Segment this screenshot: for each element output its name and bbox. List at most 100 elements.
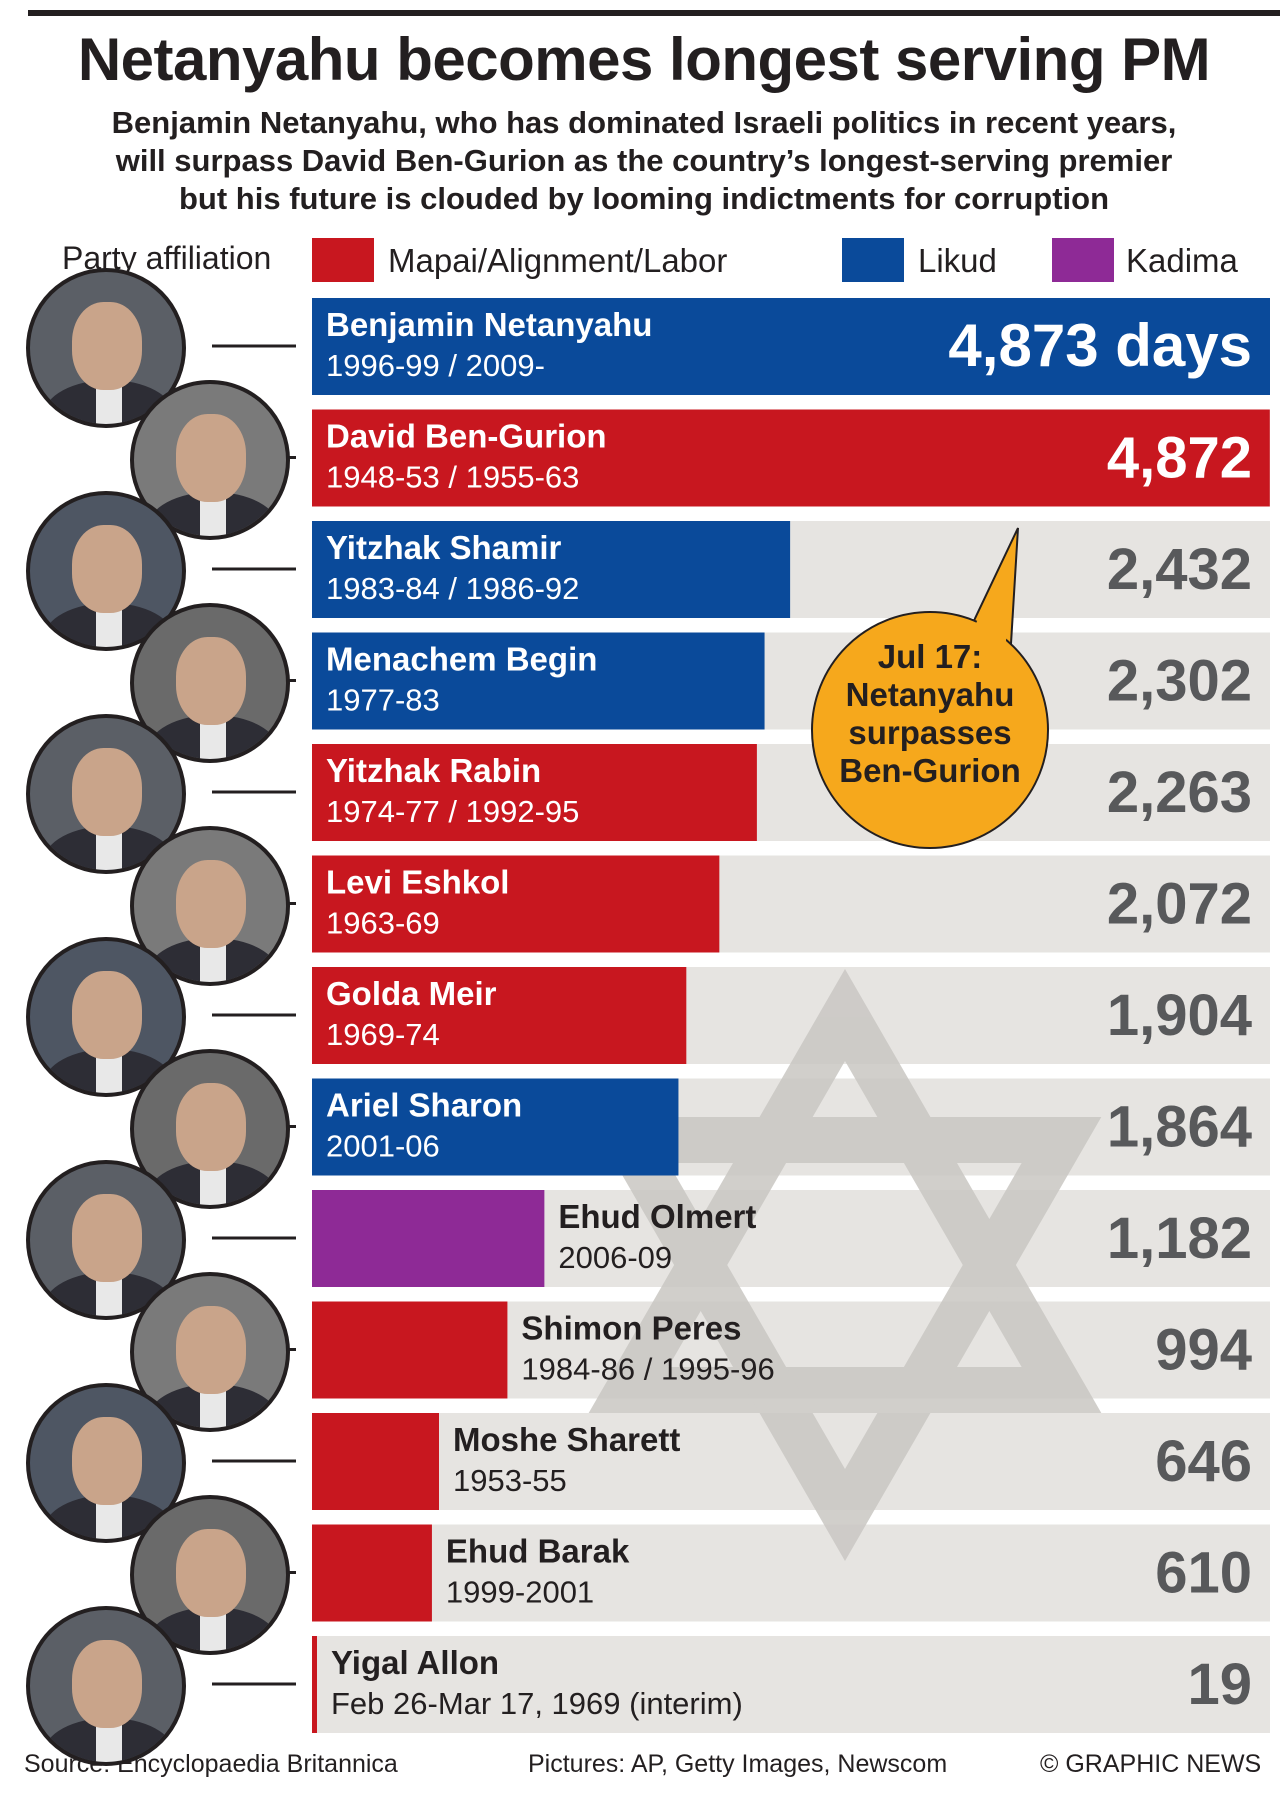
bar-value-label: 2,072	[1107, 872, 1252, 937]
bar-years-label: 1999-2001	[446, 1575, 594, 1610]
bar-track	[312, 1524, 1270, 1622]
bar	[312, 409, 1270, 507]
portrait-shirt	[200, 718, 226, 759]
bar-value-label: 4,873 days	[948, 312, 1252, 379]
bar-value-label: 610	[1155, 1541, 1252, 1606]
portrait-face	[72, 302, 142, 390]
portrait-face	[72, 1194, 142, 1282]
portrait-face	[176, 636, 246, 725]
bar-years-label: 1948-53 / 1955-63	[326, 460, 579, 495]
portrait-shirt	[96, 1722, 122, 1762]
portrait-shirt	[200, 941, 226, 982]
bar-value-label: 2,432	[1107, 537, 1252, 602]
legend-label-labor: Mapai/Alignment/Labor	[388, 242, 728, 279]
bar	[312, 521, 791, 618]
bar-value-label: 2,263	[1107, 760, 1252, 825]
bar	[312, 1301, 508, 1399]
portrait-photo	[26, 1383, 186, 1543]
portrait-photo	[130, 1494, 290, 1655]
bar-name-label: Yitzhak Shamir	[326, 529, 562, 566]
callout-line: Jul 17:	[878, 638, 983, 675]
portrait-shirt	[96, 1499, 122, 1539]
bar-name-label: Levi Eshkol	[326, 864, 509, 901]
bar-value-label: 1,904	[1107, 983, 1252, 1048]
portrait-face	[72, 1417, 142, 1505]
bar-years-label: 1953-55	[453, 1463, 567, 1498]
bar	[312, 632, 765, 730]
callout-line: surpasses	[848, 714, 1011, 751]
bar-name-label: Moshe Sharett	[453, 1421, 680, 1458]
portrait-photo	[130, 1271, 290, 1432]
pictures-credit: Pictures: AP, Getty Images, Newscom	[528, 1750, 948, 1778]
portrait-photo	[26, 937, 186, 1097]
top-rule	[28, 10, 1280, 16]
bar-years-label: 1996-99 / 2009-	[326, 348, 545, 383]
portrait-shirt	[96, 607, 122, 647]
copyright: © GRAPHIC NEWS	[1040, 1750, 1262, 1778]
portrait-face	[176, 413, 246, 502]
bar-years-label: 1983-84 / 1986-92	[326, 571, 579, 606]
bar-track	[312, 1636, 1270, 1733]
legend-label-likud: Likud	[918, 242, 997, 279]
bar-value-label: 2,302	[1107, 649, 1252, 714]
bar-years-label: 2001-06	[326, 1129, 440, 1164]
bar-value-label: 646	[1155, 1429, 1252, 1494]
bar-name-label: Yigal Allon	[331, 1644, 499, 1681]
portrait-shirt	[96, 1053, 122, 1093]
portrait-face	[176, 1305, 246, 1394]
bar	[312, 298, 1270, 395]
portrait-face	[176, 859, 246, 948]
subtitle-line: Benjamin Netanyahu, who has dominated Is…	[111, 105, 1177, 140]
bar-name-label: Golda Meir	[326, 975, 497, 1012]
bar	[312, 1190, 545, 1287]
subtitle-line: but his future is clouded by looming ind…	[179, 181, 1109, 216]
bar-years-label: Feb 26-Mar 17, 1969 (interim)	[331, 1686, 743, 1721]
portrait-shirt	[200, 495, 226, 536]
bar-name-label: Yitzhak Rabin	[326, 752, 541, 789]
portrait-shirt	[200, 1610, 226, 1651]
portrait-shirt	[96, 830, 122, 870]
bar-name-label: Benjamin Netanyahu	[326, 306, 652, 343]
page-title: Netanyahu becomes longest serving PM	[77, 26, 1211, 93]
callout-line: Ben-Gurion	[839, 752, 1020, 789]
bar-value-label: 994	[1155, 1318, 1252, 1383]
portrait-face	[72, 748, 142, 836]
callout-pointer-fill	[964, 535, 1016, 662]
bar	[312, 1078, 679, 1176]
star-of-david-watermark	[588, 968, 1102, 1562]
bar-name-label: David Ben-Gurion	[326, 418, 607, 455]
bar-years-label: 1974-77 / 1992-95	[326, 794, 579, 829]
portrait-face	[72, 525, 142, 613]
bar	[312, 1636, 317, 1733]
bar-name-label: Ariel Sharon	[326, 1087, 522, 1124]
portrait-photo	[26, 1606, 186, 1766]
bar-value-label: 19	[1187, 1652, 1252, 1717]
legend-label-kadima: Kadima	[1126, 242, 1238, 279]
bar	[312, 1524, 432, 1622]
portrait-shirt	[96, 1276, 122, 1316]
bar-years-label: 1969-74	[326, 1017, 440, 1052]
star-triangle-down	[588, 1117, 1102, 1562]
bar-name-label: Menachem Begin	[326, 641, 597, 678]
bar	[312, 967, 687, 1064]
bar	[312, 1413, 439, 1510]
bar-value-label: 1,182	[1107, 1206, 1252, 1271]
bar	[312, 744, 757, 841]
subtitle: Benjamin Netanyahu, who has dominated Is…	[30, 104, 1258, 218]
star-triangle-up	[588, 968, 1102, 1413]
bar-value-label: 4,872	[1107, 426, 1252, 491]
portrait-face	[72, 971, 142, 1059]
portrait-shirt	[200, 1164, 226, 1205]
bar	[312, 855, 720, 953]
bar-years-label: 2006-09	[558, 1240, 672, 1275]
bar-name-label: Ehud Olmert	[558, 1198, 756, 1235]
portrait-face	[72, 1640, 142, 1728]
portrait-shirt	[200, 1387, 226, 1428]
callout-line: Netanyahu	[846, 676, 1015, 713]
bar-name-label: Ehud Barak	[446, 1533, 630, 1570]
bar-years-label: 1984-86 / 1995-96	[521, 1352, 774, 1387]
bar-name-label: Shimon Peres	[521, 1310, 741, 1347]
legend-swatch-labor	[312, 238, 374, 282]
